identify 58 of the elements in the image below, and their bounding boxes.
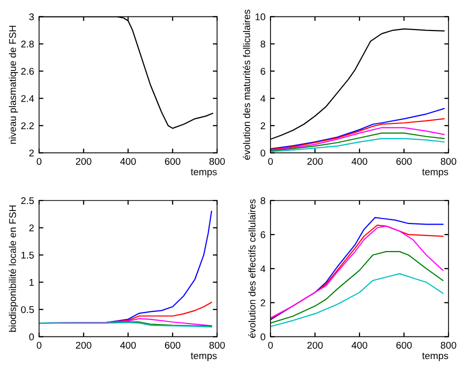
x-axis-title: temps [422,352,448,362]
line-series [270,138,445,152]
y-tick-label: 3 [29,13,34,20]
y-tick-label: 8 [260,197,266,204]
y-tick-label: 1.5 [21,252,34,259]
x-tick-label: 0 [268,158,273,165]
y-tick-label: 0 [260,150,266,156]
line-series [270,251,444,324]
y-tick-label: 2 [29,224,34,232]
y-tick-label: 1 [30,279,34,286]
y-tick-label: 2.8 [21,40,34,48]
x-axis-title: temps [190,352,217,362]
y-axis-title: biodisponibilité locale en FSH [8,206,18,332]
y-tick-label: 6 [260,231,266,238]
y-tick-label: 2 [260,122,266,130]
line-series [270,273,444,328]
x-axis-title: temps [190,168,217,178]
x-tick-label: 200 [307,342,323,349]
x-tick-label: 0 [36,342,42,349]
x-tick-label: 800 [209,158,225,165]
y-tick-label: 2 [260,299,266,306]
x-tick-label: 600 [396,342,412,349]
y-tick-label: 10 [256,13,266,20]
y-tick-label: 4 [260,265,266,272]
x-tick-label: 600 [396,158,412,165]
x-tick-label: 0 [268,342,273,349]
y-tick-label: 2.6 [21,68,34,75]
y-tick-label: 2.4 [21,95,34,102]
line-series [270,132,445,152]
y-axis-title: évolution des effectifs cellulaires [248,199,256,338]
line-series [270,118,445,150]
y-tick-label: 2.2 [21,122,34,130]
line-series [270,127,445,151]
x-tick-label: 800 [209,342,225,349]
y-tick-label: 0.5 [21,306,34,314]
x-tick-label: 400 [352,342,368,349]
x-tick-label: 800 [440,158,456,165]
x-tick-label: 200 [76,158,92,165]
y-tick-label: 0 [260,333,266,340]
x-tick-label: 200 [76,342,92,349]
y-tick-label: 2.5 [21,197,34,204]
x-tick-label: 600 [164,158,180,165]
y-axis-title: niveau plasmatique de FSH [8,26,18,144]
y-tick-label: 6 [260,68,266,75]
y-axis-title: évolution des maturités folliculaires [242,10,250,160]
x-tick-label: 600 [164,342,180,349]
y-tick-label: 0 [29,333,34,340]
x-tick-label: 0 [36,158,42,165]
x-axis-title: temps [422,168,448,178]
x-tick-label: 200 [307,158,323,165]
y-tick-label: 4 [260,95,266,102]
x-tick-label: 400 [120,342,136,349]
line-series [270,108,445,150]
x-tick-label: 400 [352,158,368,165]
y-tick-label: 8 [260,40,266,48]
x-tick-label: 800 [440,342,456,349]
x-tick-label: 400 [120,158,136,165]
y-tick-label: 2 [29,150,34,156]
